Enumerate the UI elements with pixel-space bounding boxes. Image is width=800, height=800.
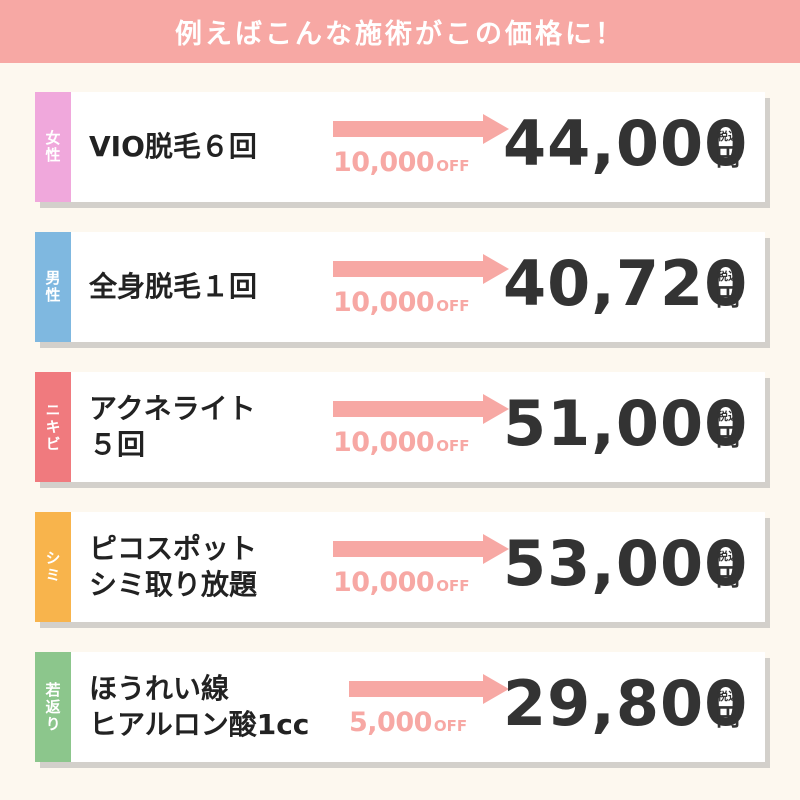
- treatment-title-line-1: ほうれい線: [89, 671, 230, 705]
- discount-amount: 5,000: [349, 707, 432, 738]
- arrow-right-icon: [333, 254, 509, 284]
- category-tag-female: 女性: [35, 92, 71, 202]
- treatment-title: 全身脱毛１回: [89, 232, 339, 342]
- price-card-vio: 女性 VIO脱毛６回 10,000 OFF 44,000 税込 円: [35, 92, 765, 202]
- category-tag-spot: シミ: [35, 512, 71, 622]
- discount-suffix: OFF: [436, 297, 470, 315]
- price-value: 29,800: [503, 667, 749, 740]
- currency-label: 円: [716, 143, 740, 171]
- treatment-title-line-2: ヒアルロン酸1cc: [89, 708, 310, 741]
- price-value: 51,000: [503, 387, 749, 460]
- tax-included-label: 税込: [717, 410, 739, 423]
- price-card-pico-spot: シミ ピコスポット シミ取り放題 10,000 OFF 53,000 税込 円: [35, 512, 765, 622]
- discount-amount: 10,000: [333, 147, 435, 178]
- treatment-title-line-2: シミ取り放題: [89, 568, 258, 601]
- treatment-title-line-1: ピコスポット: [89, 531, 258, 565]
- price-value: 40,720: [503, 247, 749, 320]
- price-card-acne-light: ニキビ アクネライト ５回 10,000 OFF 51,000 税込 円: [35, 372, 765, 482]
- price-unit: 税込 円: [716, 270, 740, 310]
- treatment-title: ピコスポット シミ取り放題: [89, 512, 339, 622]
- discount-label: 10,000 OFF: [333, 287, 478, 318]
- price-unit: 税込 円: [716, 550, 740, 590]
- currency-label: 円: [716, 563, 740, 591]
- price-unit: 税込 円: [716, 410, 740, 450]
- category-tag-male: 男性: [35, 232, 71, 342]
- discount-suffix: OFF: [436, 437, 470, 455]
- arrow-right-icon: [333, 394, 509, 424]
- arrow-right-icon: [333, 534, 509, 564]
- discount-amount: 10,000: [333, 287, 435, 318]
- price-card-full-body: 男性 全身脱毛１回 10,000 OFF 40,720 税込 円: [35, 232, 765, 342]
- treatment-title: ほうれい線 ヒアルロン酸1cc: [89, 652, 339, 762]
- tax-included-label: 税込: [717, 130, 739, 143]
- discount-suffix: OFF: [436, 157, 470, 175]
- discount-label: 10,000 OFF: [333, 567, 478, 598]
- treatment-title: アクネライト ５回: [89, 372, 339, 482]
- tax-included-label: 税込: [717, 550, 739, 563]
- price-card-hyaluronic: 若返り ほうれい線 ヒアルロン酸1cc 5,000 OFF 29,800 税込 …: [35, 652, 765, 762]
- header-title: 例えばこんな施術がこの価格に！: [175, 19, 625, 50]
- price-value: 53,000: [503, 527, 749, 600]
- treatment-title: VIO脱毛６回: [89, 92, 339, 202]
- discount-amount: 10,000: [333, 427, 435, 458]
- price-unit: 税込 円: [716, 690, 740, 730]
- tax-included-label: 税込: [717, 690, 739, 703]
- discount-label: 10,000 OFF: [333, 427, 478, 458]
- category-tag-acne: ニキビ: [35, 372, 71, 482]
- category-tag-rejuvenation: 若返り: [35, 652, 71, 762]
- treatment-title-line-1: アクネライト: [89, 391, 256, 425]
- currency-label: 円: [716, 283, 740, 311]
- currency-label: 円: [716, 423, 740, 451]
- header-banner: 例えばこんな施術がこの価格に！: [0, 0, 800, 63]
- tax-included-label: 税込: [717, 270, 739, 283]
- arrow-right-icon: [333, 114, 509, 144]
- price-unit: 税込 円: [716, 130, 740, 170]
- treatment-title-line-1: 全身脱毛１回: [89, 269, 258, 303]
- price-value: 44,000: [503, 107, 749, 180]
- discount-amount: 10,000: [333, 567, 435, 598]
- discount-label: 10,000 OFF: [333, 147, 478, 178]
- discount-suffix: OFF: [436, 577, 470, 595]
- currency-label: 円: [716, 703, 740, 731]
- treatment-title-line-1: VIO脱毛６回: [89, 129, 257, 163]
- treatment-title-line-2: ５回: [89, 428, 146, 461]
- arrow-right-icon: [349, 674, 509, 704]
- discount-label: 5,000 OFF: [349, 707, 494, 738]
- discount-suffix: OFF: [433, 717, 468, 735]
